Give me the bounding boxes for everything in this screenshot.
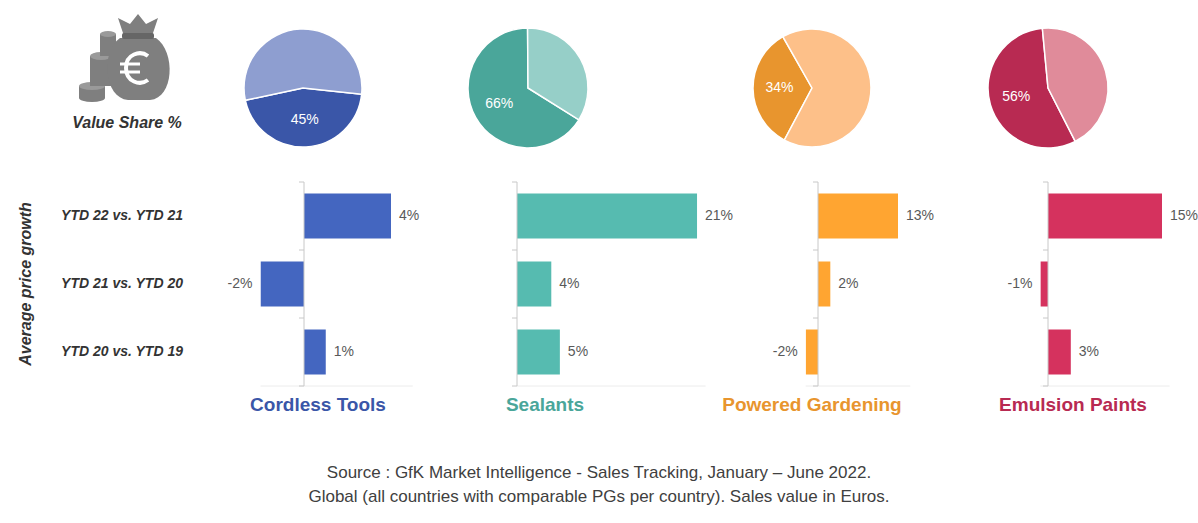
bar <box>517 330 560 375</box>
panel-title: Cordless Tools <box>250 394 386 415</box>
pie <box>753 29 871 147</box>
range-line <box>517 386 706 387</box>
category-tick <box>1043 250 1048 251</box>
bar <box>1048 330 1071 375</box>
bar-label: 13% <box>906 207 934 223</box>
pie-title: Value Share % <box>72 114 182 131</box>
bars <box>806 194 898 375</box>
bars <box>1040 194 1162 375</box>
category-tick <box>512 250 517 251</box>
bag-tie <box>122 33 154 39</box>
bar-label: -2% <box>773 343 798 359</box>
bar-label: 1% <box>334 343 354 359</box>
bars <box>261 194 392 375</box>
bar-label: 5% <box>568 343 588 359</box>
category-tick <box>1043 318 1048 319</box>
range-line <box>1040 386 1169 387</box>
bar-label: -1% <box>1007 275 1032 291</box>
bar <box>818 194 898 239</box>
category-tick <box>512 318 517 319</box>
bar-label: 4% <box>559 275 579 291</box>
bar <box>304 194 391 239</box>
bar-label: 2% <box>838 275 858 291</box>
category-label: YTD 22 vs. YTD 21 <box>61 207 183 223</box>
category-tick <box>299 250 304 251</box>
range-line <box>806 386 911 387</box>
category-tick <box>1043 182 1048 183</box>
category-tick <box>813 386 818 387</box>
bar <box>806 330 818 375</box>
category-tick <box>299 386 304 387</box>
category-label: YTD 20 vs. YTD 19 <box>61 343 183 359</box>
money-icon <box>79 14 170 102</box>
bar-label: 4% <box>399 207 419 223</box>
bar <box>1048 194 1162 239</box>
category-tick <box>299 182 304 183</box>
pie-label: 66% <box>485 95 513 111</box>
bar <box>517 262 551 307</box>
coin <box>100 31 116 37</box>
pie-slice <box>528 28 588 120</box>
chart: 45% Value Share % 4% YTD 22 vs. YTD 21 -2% YT… <box>0 0 1198 523</box>
category-axis <box>818 182 819 386</box>
bar <box>1040 262 1048 307</box>
pie <box>244 29 362 147</box>
category-tick <box>299 318 304 319</box>
panel-title: Sealants <box>506 394 584 415</box>
page: {"chart_data": [ {"type": "pie", "title"… <box>0 0 1198 523</box>
y-axis-label: Average price growth <box>17 202 34 367</box>
category-tick <box>813 250 818 251</box>
pie-label: 56% <box>1002 88 1030 104</box>
panel-title: Emulsion Paints <box>999 394 1147 415</box>
category-tick <box>512 182 517 183</box>
bar <box>517 194 697 239</box>
panel-title: Powered Gardening <box>722 394 901 415</box>
pie-label: 45% <box>291 111 319 127</box>
category-tick <box>813 182 818 183</box>
pie-slice <box>1042 28 1108 141</box>
bar <box>818 262 830 307</box>
pie-slice <box>244 29 362 100</box>
bar-label: 3% <box>1079 343 1099 359</box>
bar-label: 15% <box>1170 207 1198 223</box>
bars <box>517 194 697 375</box>
bar <box>261 262 305 307</box>
category-axis <box>1048 182 1049 386</box>
category-tick <box>512 386 517 387</box>
pie <box>468 28 588 148</box>
range-line <box>261 386 413 387</box>
bag <box>107 38 169 100</box>
category-axis <box>517 182 518 386</box>
pie <box>988 28 1108 148</box>
source-note: Source : GfK Market Intelligence - Sales… <box>327 463 871 482</box>
pie-slice <box>783 29 871 147</box>
euro-sign <box>126 53 148 82</box>
bar-label: 21% <box>705 207 733 223</box>
bar-label: -2% <box>228 275 253 291</box>
category-label: YTD 21 vs. YTD 20 <box>61 275 183 291</box>
bar <box>304 330 326 375</box>
source-note: Global (all countries with comparable PG… <box>308 487 889 506</box>
category-axis <box>304 182 305 386</box>
euro-sign <box>120 71 140 74</box>
bag-top <box>118 14 158 36</box>
category-tick <box>1043 386 1048 387</box>
pie-label: 34% <box>766 79 794 95</box>
euro-sign <box>120 63 140 66</box>
category-tick <box>813 318 818 319</box>
